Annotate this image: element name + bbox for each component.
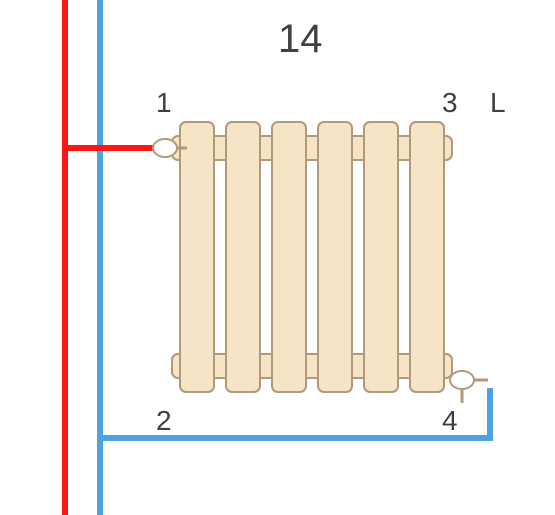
radiator-section bbox=[318, 122, 352, 392]
diagram-title: 14 bbox=[278, 17, 323, 61]
port-label-4: 4 bbox=[442, 405, 458, 436]
radiator-connection-diagram: 14 1 2 3 4 L bbox=[0, 0, 555, 515]
port-label-3: 3 bbox=[442, 87, 458, 118]
radiator-section bbox=[180, 122, 214, 392]
radiator-section bbox=[364, 122, 398, 392]
port-label-1: 1 bbox=[156, 87, 172, 118]
length-label: L bbox=[490, 87, 506, 118]
radiator-section bbox=[410, 122, 444, 392]
outlet-valve-icon-body bbox=[450, 371, 474, 389]
port-label-2: 2 bbox=[156, 405, 172, 436]
radiator-section bbox=[226, 122, 260, 392]
radiator-section bbox=[272, 122, 306, 392]
inlet-valve-icon-body bbox=[153, 139, 177, 157]
